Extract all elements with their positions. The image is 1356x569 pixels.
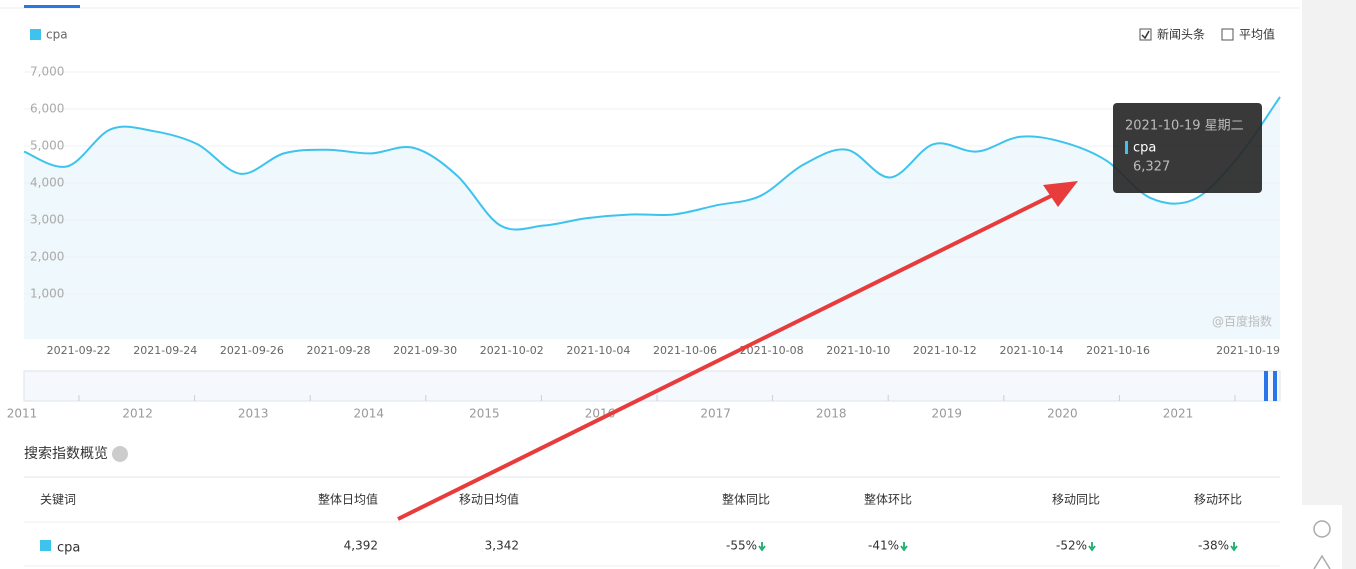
down-arrow bbox=[1230, 542, 1238, 552]
x-tick-label: 2021-10-06 bbox=[653, 344, 717, 357]
section-title: 搜索指数概览 bbox=[24, 445, 108, 462]
x-tick-label: 2021-10-14 bbox=[1000, 344, 1064, 357]
y-tick-label: 2,000 bbox=[30, 250, 64, 264]
table-header: 移动同比 bbox=[1052, 493, 1100, 507]
down-arrow bbox=[1088, 542, 1096, 552]
table-cell: -55% bbox=[726, 539, 757, 553]
table-header: 移动日均值 bbox=[459, 492, 519, 507]
timeline-year: 2018 bbox=[816, 407, 847, 421]
table-cell: 3,342 bbox=[485, 539, 519, 553]
x-tick-label: 2021-10-10 bbox=[826, 344, 890, 357]
table-cell: -38% bbox=[1198, 539, 1229, 553]
table-header: 整体日均值 bbox=[318, 492, 378, 507]
range-slider[interactable] bbox=[23, 370, 1281, 402]
star-icon[interactable] bbox=[1313, 554, 1331, 569]
x-tick-label: 2021-10-04 bbox=[566, 344, 630, 357]
table-header: 移动环比 bbox=[1194, 493, 1242, 507]
timeline-year: 2012 bbox=[122, 407, 153, 421]
y-tick-label: 6,000 bbox=[30, 102, 64, 116]
range-handle[interactable] bbox=[1273, 371, 1277, 401]
down-arrow bbox=[900, 542, 908, 552]
checkmark bbox=[1141, 30, 1150, 40]
y-tick-label: 1,000 bbox=[30, 287, 64, 301]
timeline-year: 2013 bbox=[238, 407, 269, 421]
tooltip-value: 6,327 bbox=[1133, 160, 1170, 175]
x-tick-label: 2021-10-19 bbox=[1216, 344, 1280, 357]
tooltip bbox=[1113, 103, 1262, 193]
table-header: 关键词 bbox=[40, 493, 76, 507]
active-tab-underline bbox=[24, 5, 80, 8]
x-tick-label: 2021-10-02 bbox=[480, 344, 544, 357]
help-icon[interactable] bbox=[112, 446, 128, 462]
table-header: 整体同比 bbox=[722, 492, 770, 507]
table-cell: -41% bbox=[868, 539, 899, 553]
x-tick-label: 2021-09-26 bbox=[220, 344, 284, 357]
timeline-year: 2015 bbox=[469, 407, 500, 421]
table-header: 整体环比 bbox=[864, 492, 912, 507]
table-cell: -52% bbox=[1056, 539, 1087, 553]
y-tick-label: 5,000 bbox=[30, 139, 64, 153]
side-bar bbox=[1302, 0, 1356, 569]
y-tick-label: 7,000 bbox=[30, 65, 64, 79]
timeline-year: 2014 bbox=[354, 407, 385, 421]
tooltip-swatch bbox=[1125, 141, 1128, 154]
table-cell: 4,392 bbox=[344, 539, 378, 553]
down-arrow bbox=[758, 542, 766, 552]
y-tick-label: 4,000 bbox=[30, 176, 64, 190]
x-tick-label: 2021-10-08 bbox=[740, 344, 804, 357]
tooltip-series: cpa bbox=[1133, 141, 1156, 156]
annotation-arrow bbox=[397, 181, 1078, 521]
option-label: 平均值 bbox=[1239, 27, 1275, 42]
timeline-year: 2019 bbox=[932, 407, 963, 421]
legend-swatch bbox=[30, 29, 41, 40]
checkbox[interactable] bbox=[1221, 28, 1234, 41]
option-label: 新闻头条 bbox=[1157, 27, 1205, 42]
timeline-year: 2020 bbox=[1047, 407, 1078, 421]
range-handle[interactable] bbox=[1264, 371, 1268, 401]
timeline-year: 2021 bbox=[1163, 407, 1194, 421]
keyword-swatch bbox=[40, 540, 51, 551]
line-area bbox=[24, 96, 1280, 339]
x-tick-label: 2021-09-28 bbox=[307, 344, 371, 357]
y-tick-label: 3,000 bbox=[30, 213, 64, 227]
tooltip-title: 2021-10-19 星期二 bbox=[1125, 119, 1244, 134]
legend-label: cpa bbox=[46, 28, 68, 42]
timeline-year: 2017 bbox=[700, 407, 731, 421]
arrow-shaft bbox=[397, 192, 1056, 521]
timeline-year: 2011 bbox=[7, 407, 38, 421]
share-icon[interactable] bbox=[1313, 520, 1331, 538]
line bbox=[23, 96, 1281, 231]
checkbox[interactable] bbox=[1139, 28, 1152, 41]
arrow-head bbox=[1043, 181, 1078, 207]
x-tick-label: 2021-10-16 bbox=[1086, 344, 1150, 357]
x-tick-label: 2021-09-22 bbox=[47, 344, 111, 357]
table-cell: cpa bbox=[57, 541, 80, 556]
watermark: @百度指数 bbox=[1212, 314, 1272, 329]
x-tick-label: 2021-09-30 bbox=[393, 344, 457, 357]
x-tick-label: 2021-09-24 bbox=[133, 344, 197, 357]
x-tick-label: 2021-10-12 bbox=[913, 344, 977, 357]
